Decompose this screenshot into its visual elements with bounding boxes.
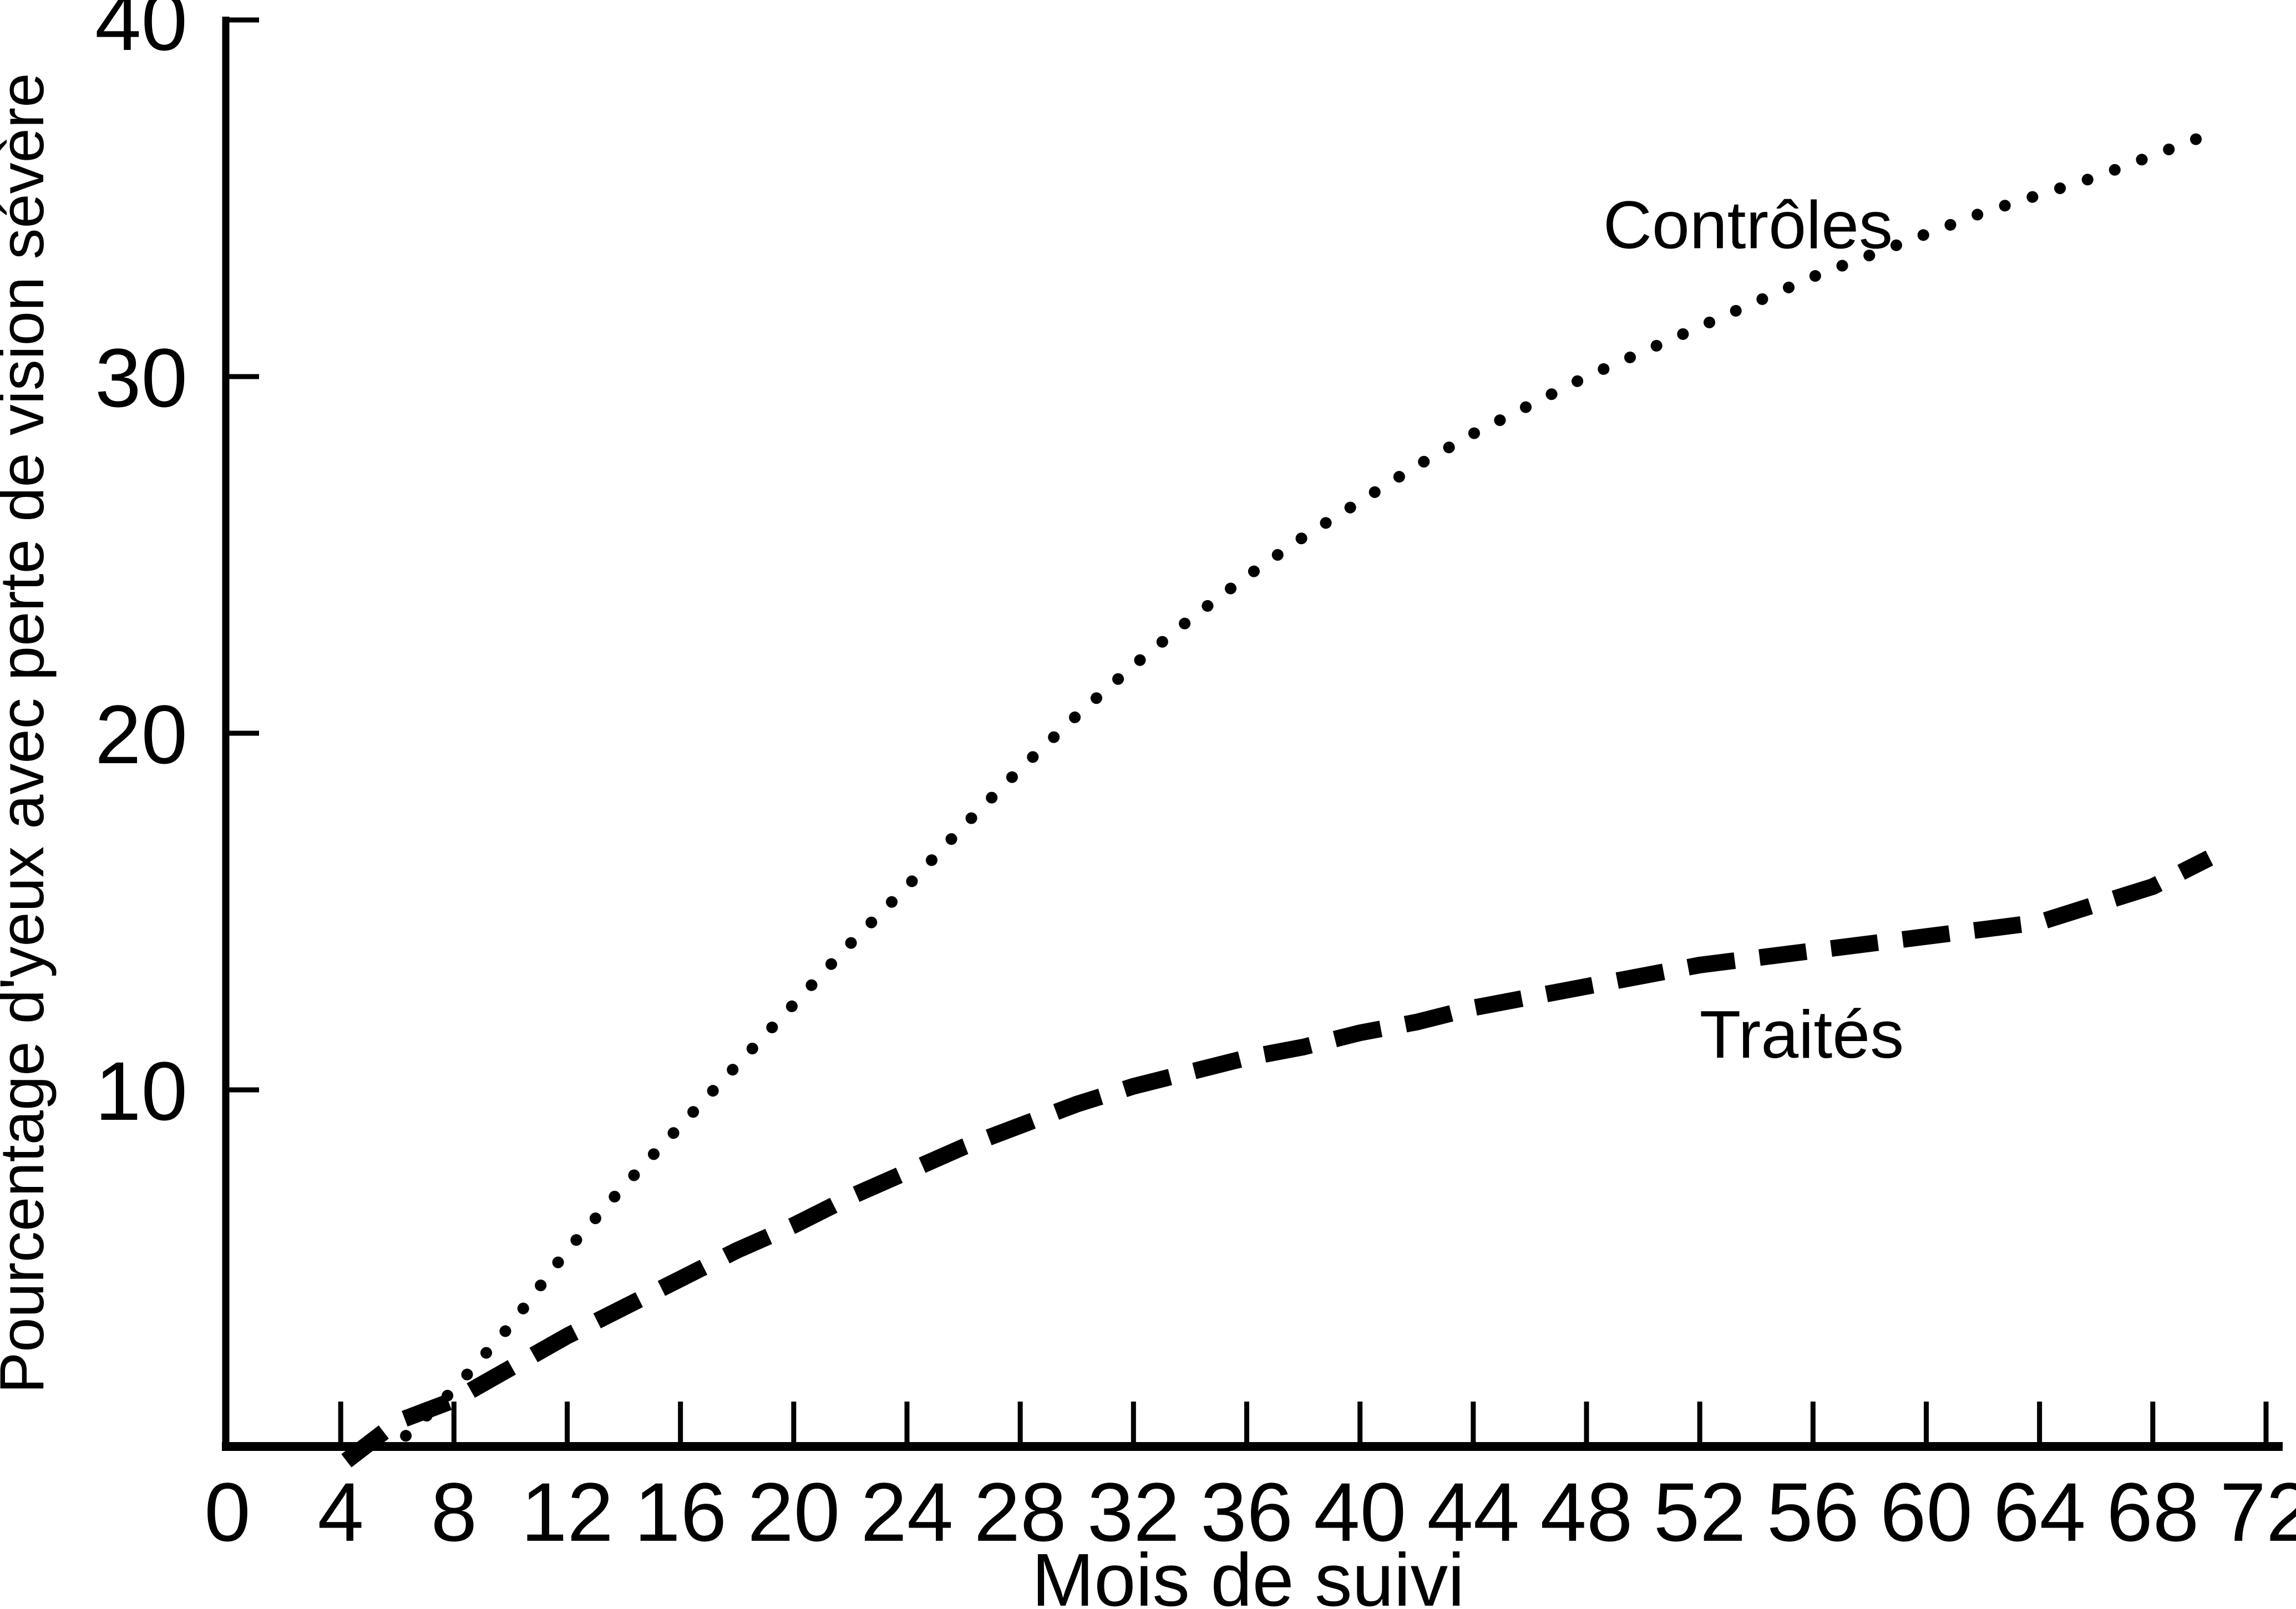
x-axis-title: Mois de suivi [1032, 1538, 1464, 1609]
controles-curve [400, 128, 2216, 1442]
x-tick-label: 24 [861, 1465, 954, 1559]
y-axis-ticks [229, 17, 259, 1093]
x-axis-tick-labels: 0 4 8 12 16 20 24 28 32 36 40 44 48 52 56 60 64 68 72 [204, 1465, 2296, 1559]
x-tick-label: 36 [1200, 1465, 1293, 1559]
x-tick-label: 48 [1540, 1465, 1633, 1559]
x-tick-label: 28 [974, 1465, 1067, 1559]
x-tick-label: 16 [634, 1465, 727, 1559]
x-tick-label: 32 [1087, 1465, 1180, 1559]
traites-curve [341, 850, 2213, 1468]
y-axis-tick-labels: 10 20 30 40 [95, 0, 187, 1138]
y-tick-label: 30 [95, 331, 187, 424]
x-tick-label: 56 [1767, 1465, 1859, 1559]
x-tick-label: 20 [747, 1465, 840, 1559]
x-tick-label: 40 [1314, 1465, 1406, 1559]
x-tick-label: 52 [1654, 1465, 1746, 1559]
x-tick-label: 72 [2220, 1465, 2296, 1559]
x-tick-label: 8 [431, 1465, 477, 1559]
y-tick-label: 10 [95, 1044, 187, 1138]
y-tick-label: 20 [95, 688, 187, 781]
x-tick-label: 4 [317, 1465, 363, 1559]
x-tick-label: 60 [1880, 1465, 1973, 1559]
controles-series-label: Contrôles [1603, 187, 1893, 263]
x-tick-label: 44 [1427, 1465, 1519, 1559]
x-tick-label: 0 [204, 1465, 250, 1559]
x-axis-ticks [338, 1402, 2269, 1442]
y-tick-label: 40 [95, 0, 187, 68]
x-tick-label: 12 [521, 1465, 614, 1559]
y-axis-title: Pourcentage d'yeux avec perte de vision … [0, 73, 57, 1393]
traites-series-label: Traités [1700, 997, 1904, 1072]
x-tick-label: 64 [1993, 1465, 2086, 1559]
x-tick-label: 68 [2106, 1465, 2199, 1559]
